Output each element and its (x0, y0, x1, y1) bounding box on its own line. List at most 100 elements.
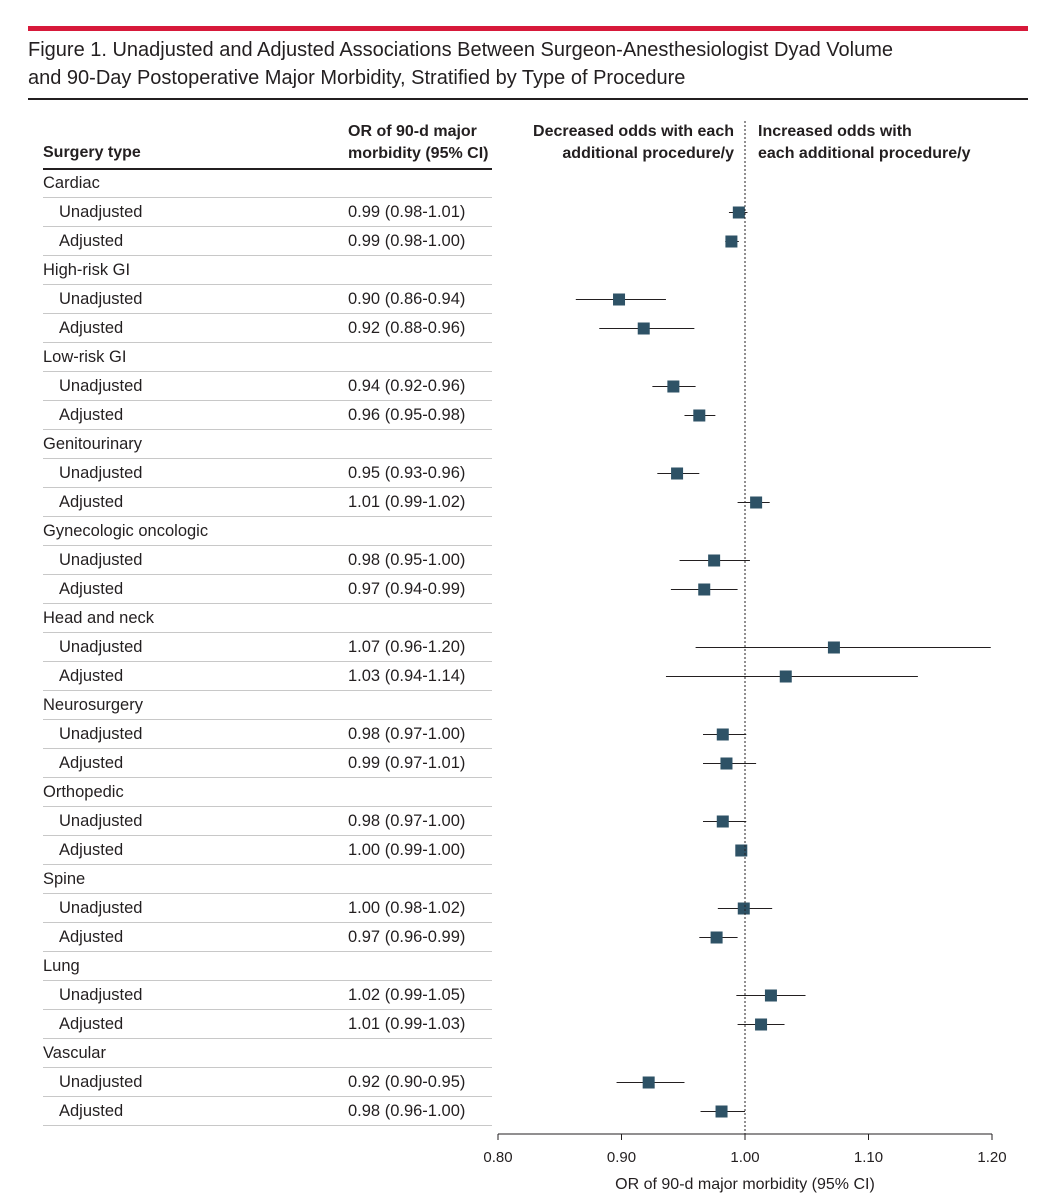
point-estimate-marker (735, 844, 748, 857)
group-label: Neurosurgery (43, 696, 143, 714)
or-ci-value: 0.96 (0.95-0.98) (348, 406, 466, 424)
estimate-row: Adjusted 1.01 (0.99-1.02) (43, 487, 492, 517)
header-decreased-line-1: Decreased odds with each (533, 123, 734, 140)
point-estimate-marker (716, 728, 729, 741)
estimate-row: Unadjusted 1.02 (0.99-1.05) (43, 980, 492, 1010)
group-row: Neurosurgery (43, 690, 492, 720)
estimate-row: Adjusted 1.00 (0.99-1.00) (43, 835, 492, 865)
estimate-label: Unadjusted (59, 290, 143, 308)
or-ci-value: 0.99 (0.98-1.01) (348, 203, 466, 221)
estimate-row: Adjusted 0.97 (0.94-0.99) (43, 574, 492, 604)
x-tick-label: 0.80 (483, 1149, 512, 1166)
group-row: High-risk GI (43, 255, 492, 285)
or-ci-value: 1.02 (0.99-1.05) (348, 986, 466, 1004)
or-ci-value: 0.98 (0.97-1.00) (348, 812, 466, 830)
estimate-label: Unadjusted (59, 725, 143, 743)
or-ci-value: 0.95 (0.93-0.96) (348, 464, 466, 482)
top-accent-bar (28, 26, 1028, 31)
header-increased-odds: Increased odds with each additional proc… (758, 121, 998, 165)
point-estimate-marker (716, 815, 729, 828)
header-increased-line-2: each additional procedure/y (758, 145, 971, 162)
estimate-row: Adjusted 0.99 (0.98-1.00) (43, 226, 492, 256)
estimate-label: Adjusted (59, 580, 124, 598)
group-row: Spine (43, 864, 492, 894)
estimate-row: Unadjusted 0.92 (0.90-0.95) (43, 1067, 492, 1097)
estimate-label: Unadjusted (59, 899, 143, 917)
group-row: Vascular (43, 1038, 492, 1068)
group-label: Genitourinary (43, 435, 143, 453)
header-divider (43, 168, 492, 170)
point-estimate-marker (827, 641, 840, 654)
or-ci-value: 1.00 (0.99-1.00) (348, 841, 466, 859)
estimate-row: Adjusted 0.96 (0.95-0.98) (43, 400, 492, 430)
point-estimate-marker (693, 409, 706, 422)
x-tick-label: 1.20 (977, 1149, 1006, 1166)
or-ci-value: 0.94 (0.92-0.96) (348, 377, 466, 395)
point-estimate-marker (715, 1105, 728, 1118)
or-ci-value: 1.01 (0.99-1.02) (348, 493, 466, 511)
point-estimate-marker (725, 235, 738, 248)
or-ci-value: 0.98 (0.96-1.00) (348, 1102, 466, 1120)
point-estimate-marker (737, 902, 750, 915)
estimate-row: Adjusted 0.92 (0.88-0.96) (43, 313, 492, 343)
estimate-row: Unadjusted 1.07 (0.96-1.20) (43, 632, 492, 662)
estimate-label: Unadjusted (59, 551, 143, 569)
header-decreased-odds: Decreased odds with each additional proc… (500, 121, 734, 165)
group-label: Gynecologic oncologic (43, 522, 209, 540)
estimate-label: Unadjusted (59, 812, 143, 830)
group-label: Lung (43, 957, 80, 975)
or-ci-value: 0.99 (0.98-1.00) (348, 232, 466, 250)
x-axis-title: OR of 90-d major morbidity (95% CI) (615, 1176, 875, 1193)
header-surgery-type: Surgery type (43, 144, 141, 161)
estimate-label: Unadjusted (59, 203, 143, 221)
group-label: Head and neck (43, 609, 154, 627)
or-ci-value: 0.98 (0.97-1.00) (348, 725, 466, 743)
group-row: Head and neck (43, 603, 492, 633)
figure-title-line-1: Figure 1. Unadjusted and Adjusted Associ… (28, 39, 893, 61)
estimate-label: Adjusted (59, 493, 124, 511)
point-estimate-marker (667, 380, 680, 393)
group-row: Cardiac (43, 168, 492, 198)
or-ci-value: 1.07 (0.96-1.20) (348, 638, 466, 656)
estimate-label: Unadjusted (59, 377, 143, 395)
group-row: Low-risk GI (43, 342, 492, 372)
group-label: Spine (43, 870, 86, 888)
or-ci-value: 0.92 (0.90-0.95) (348, 1073, 466, 1091)
point-estimate-marker (779, 670, 792, 683)
x-tick-label: 0.90 (607, 1149, 636, 1166)
estimate-row: Unadjusted 0.90 (0.86-0.94) (43, 284, 492, 314)
estimate-label: Unadjusted (59, 1073, 143, 1091)
header-or-line-1: OR of 90-d major (348, 123, 477, 140)
point-estimate-marker (698, 583, 711, 596)
point-estimate-marker (764, 989, 777, 1002)
point-estimate-marker (720, 757, 733, 770)
estimate-label: Adjusted (59, 928, 124, 946)
point-estimate-marker (671, 467, 684, 480)
title-divider (28, 98, 1028, 100)
or-ci-value: 0.92 (0.88-0.96) (348, 319, 466, 337)
group-row: Gynecologic oncologic (43, 516, 492, 546)
point-estimate-marker (755, 1018, 768, 1031)
estimate-row: Adjusted 0.97 (0.96-0.99) (43, 922, 492, 952)
estimate-row: Unadjusted 0.99 (0.98-1.01) (43, 197, 492, 227)
point-estimate-marker (637, 322, 650, 335)
estimate-row: Unadjusted 1.00 (0.98-1.02) (43, 893, 492, 923)
group-row: Lung (43, 951, 492, 981)
estimate-row: Unadjusted 0.95 (0.93-0.96) (43, 458, 492, 488)
estimate-label: Unadjusted (59, 986, 143, 1004)
header-or-line-2: morbidity (95% CI) (348, 145, 489, 162)
or-ci-value: 1.03 (0.94-1.14) (348, 667, 466, 685)
estimate-row: Adjusted 1.01 (0.99-1.03) (43, 1009, 492, 1039)
estimate-label: Adjusted (59, 1102, 124, 1120)
estimate-label: Unadjusted (59, 464, 143, 482)
estimate-label: Adjusted (59, 232, 124, 250)
group-row: Orthopedic (43, 777, 492, 807)
estimate-row: Adjusted 0.98 (0.96-1.00) (43, 1096, 492, 1126)
estimate-label: Adjusted (59, 754, 124, 772)
group-label: High-risk GI (43, 261, 131, 279)
figure-title: Figure 1. Unadjusted and Adjusted Associ… (28, 36, 1028, 92)
or-ci-value: 0.97 (0.96-0.99) (348, 928, 466, 946)
estimate-label: Unadjusted (59, 638, 143, 656)
estimate-row: Unadjusted 0.98 (0.97-1.00) (43, 719, 492, 749)
